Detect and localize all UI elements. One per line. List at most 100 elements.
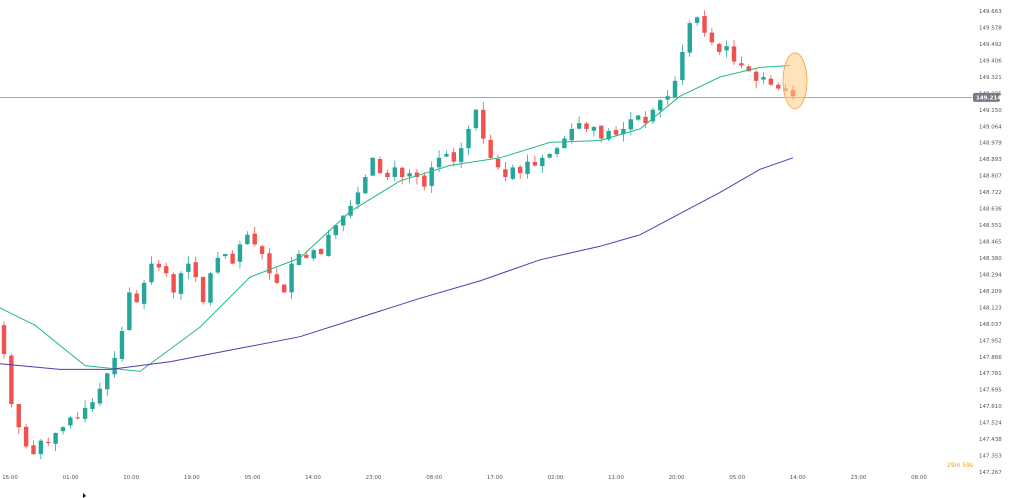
x-tick-label: 05:00 [729,475,745,481]
x-tick-label: 08:00 [426,475,442,481]
candle-body [753,71,759,81]
candle-body [761,76,766,80]
candle-body [414,172,420,178]
candle-body [429,167,434,186]
y-tick-label: 149.321 [979,75,1002,81]
candle-body [724,46,729,51]
candle-body [768,78,774,85]
candle-body [628,119,633,130]
y-tick-label: 148.209 [979,289,1002,295]
y-tick-label: 147.438 [979,437,1002,443]
candle-body [289,263,294,293]
candle-body [178,273,184,294]
candle-body [296,254,302,265]
x-tick-label: 05:00 [244,475,260,481]
candle-body [75,417,80,419]
candle-body [164,266,169,274]
y-tick-label: 148.380 [979,256,1002,262]
candle-body [23,426,29,447]
candle-body [702,16,707,33]
candle-body [326,234,331,256]
candle-body [532,162,538,166]
candle-body [112,357,117,375]
candle-body [171,274,176,293]
candle-body [304,254,309,258]
candle-body [466,128,471,149]
candle-body [525,161,530,174]
candle-body [134,293,139,303]
candle-body [731,46,737,62]
x-tick-label: 17:00 [487,475,503,481]
x-axis: 16:00 01:00 10:00 19:00 05:00 14:00 23:00 08:00… [2,475,927,481]
candle-body [776,84,781,89]
moving-average-fast-line [0,65,791,372]
candle-body [355,192,361,205]
candle-body [363,177,368,194]
x-tick-label: 02:00 [547,475,563,481]
candle-body [119,330,125,359]
candle-body [392,167,398,177]
candle-body [31,445,36,455]
y-tick-label: 147.866 [979,355,1002,361]
candle-body [569,128,574,141]
candle-body [576,123,582,129]
candle-body [267,253,272,274]
candle-body [311,250,316,259]
candle-body [60,427,66,432]
y-tick-label: 148.123 [979,305,1002,311]
candle-body [9,355,14,405]
y-tick-label: 147.524 [979,421,1002,427]
current-price-label: 149.214 [976,95,1001,101]
candle-body [621,128,626,135]
candle-body [473,109,479,129]
candle-body [399,167,405,178]
y-tick-label: 149.150 [979,108,1002,114]
candle-body [141,282,147,304]
candle-body [672,80,678,98]
y-tick-label: 148.037 [979,322,1002,328]
candle-body [46,441,51,443]
candle-body [407,173,412,177]
x-tick-label: 23:00 [850,475,866,481]
x-tick-label: 16:00 [2,475,18,481]
candle-body [680,51,685,81]
candle-body [687,23,692,53]
candle-body [444,153,449,157]
candle-body [370,157,375,176]
candle-body [186,263,191,272]
candle-body [481,109,486,139]
candlestick-series [1,10,796,460]
y-tick-label: 148.636 [979,207,1002,213]
candle-body [97,388,103,404]
x-tick-label: 08:00 [911,475,927,481]
candle-body [333,225,339,236]
candle-body [156,263,162,268]
last-candle-highlight [782,52,808,110]
candle-body [318,249,324,255]
x-tick-label: 14:00 [790,475,806,481]
candle-body [82,407,88,419]
candle-body [584,123,589,129]
y-tick-label: 148.551 [979,223,1002,229]
candle-body [385,172,390,178]
candle-body [53,432,58,444]
y-tick-label: 147.267 [979,470,1002,476]
candle-body [68,417,73,426]
y-tick-label: 147.695 [979,388,1002,394]
y-tick-label: 149.492 [979,42,1002,48]
candle-body [422,175,427,187]
current-price-tag-background [973,92,1000,102]
mouse-cursor-icon [83,493,86,498]
candle-body [215,257,221,273]
x-tick-label: 14:00 [305,475,321,481]
y-axis: 149.663 149.578 149.492 149.406 149.321 149.2… [979,9,1002,476]
candle-body [436,157,442,168]
candle-body [237,244,243,262]
candle-body [223,254,228,257]
y-tick-label: 147.781 [979,371,1002,377]
current-price-tag: 149.214 [973,92,1001,102]
candle-body [377,159,383,174]
candle-body [281,284,287,293]
y-tick-label: 148.807 [979,174,1002,180]
